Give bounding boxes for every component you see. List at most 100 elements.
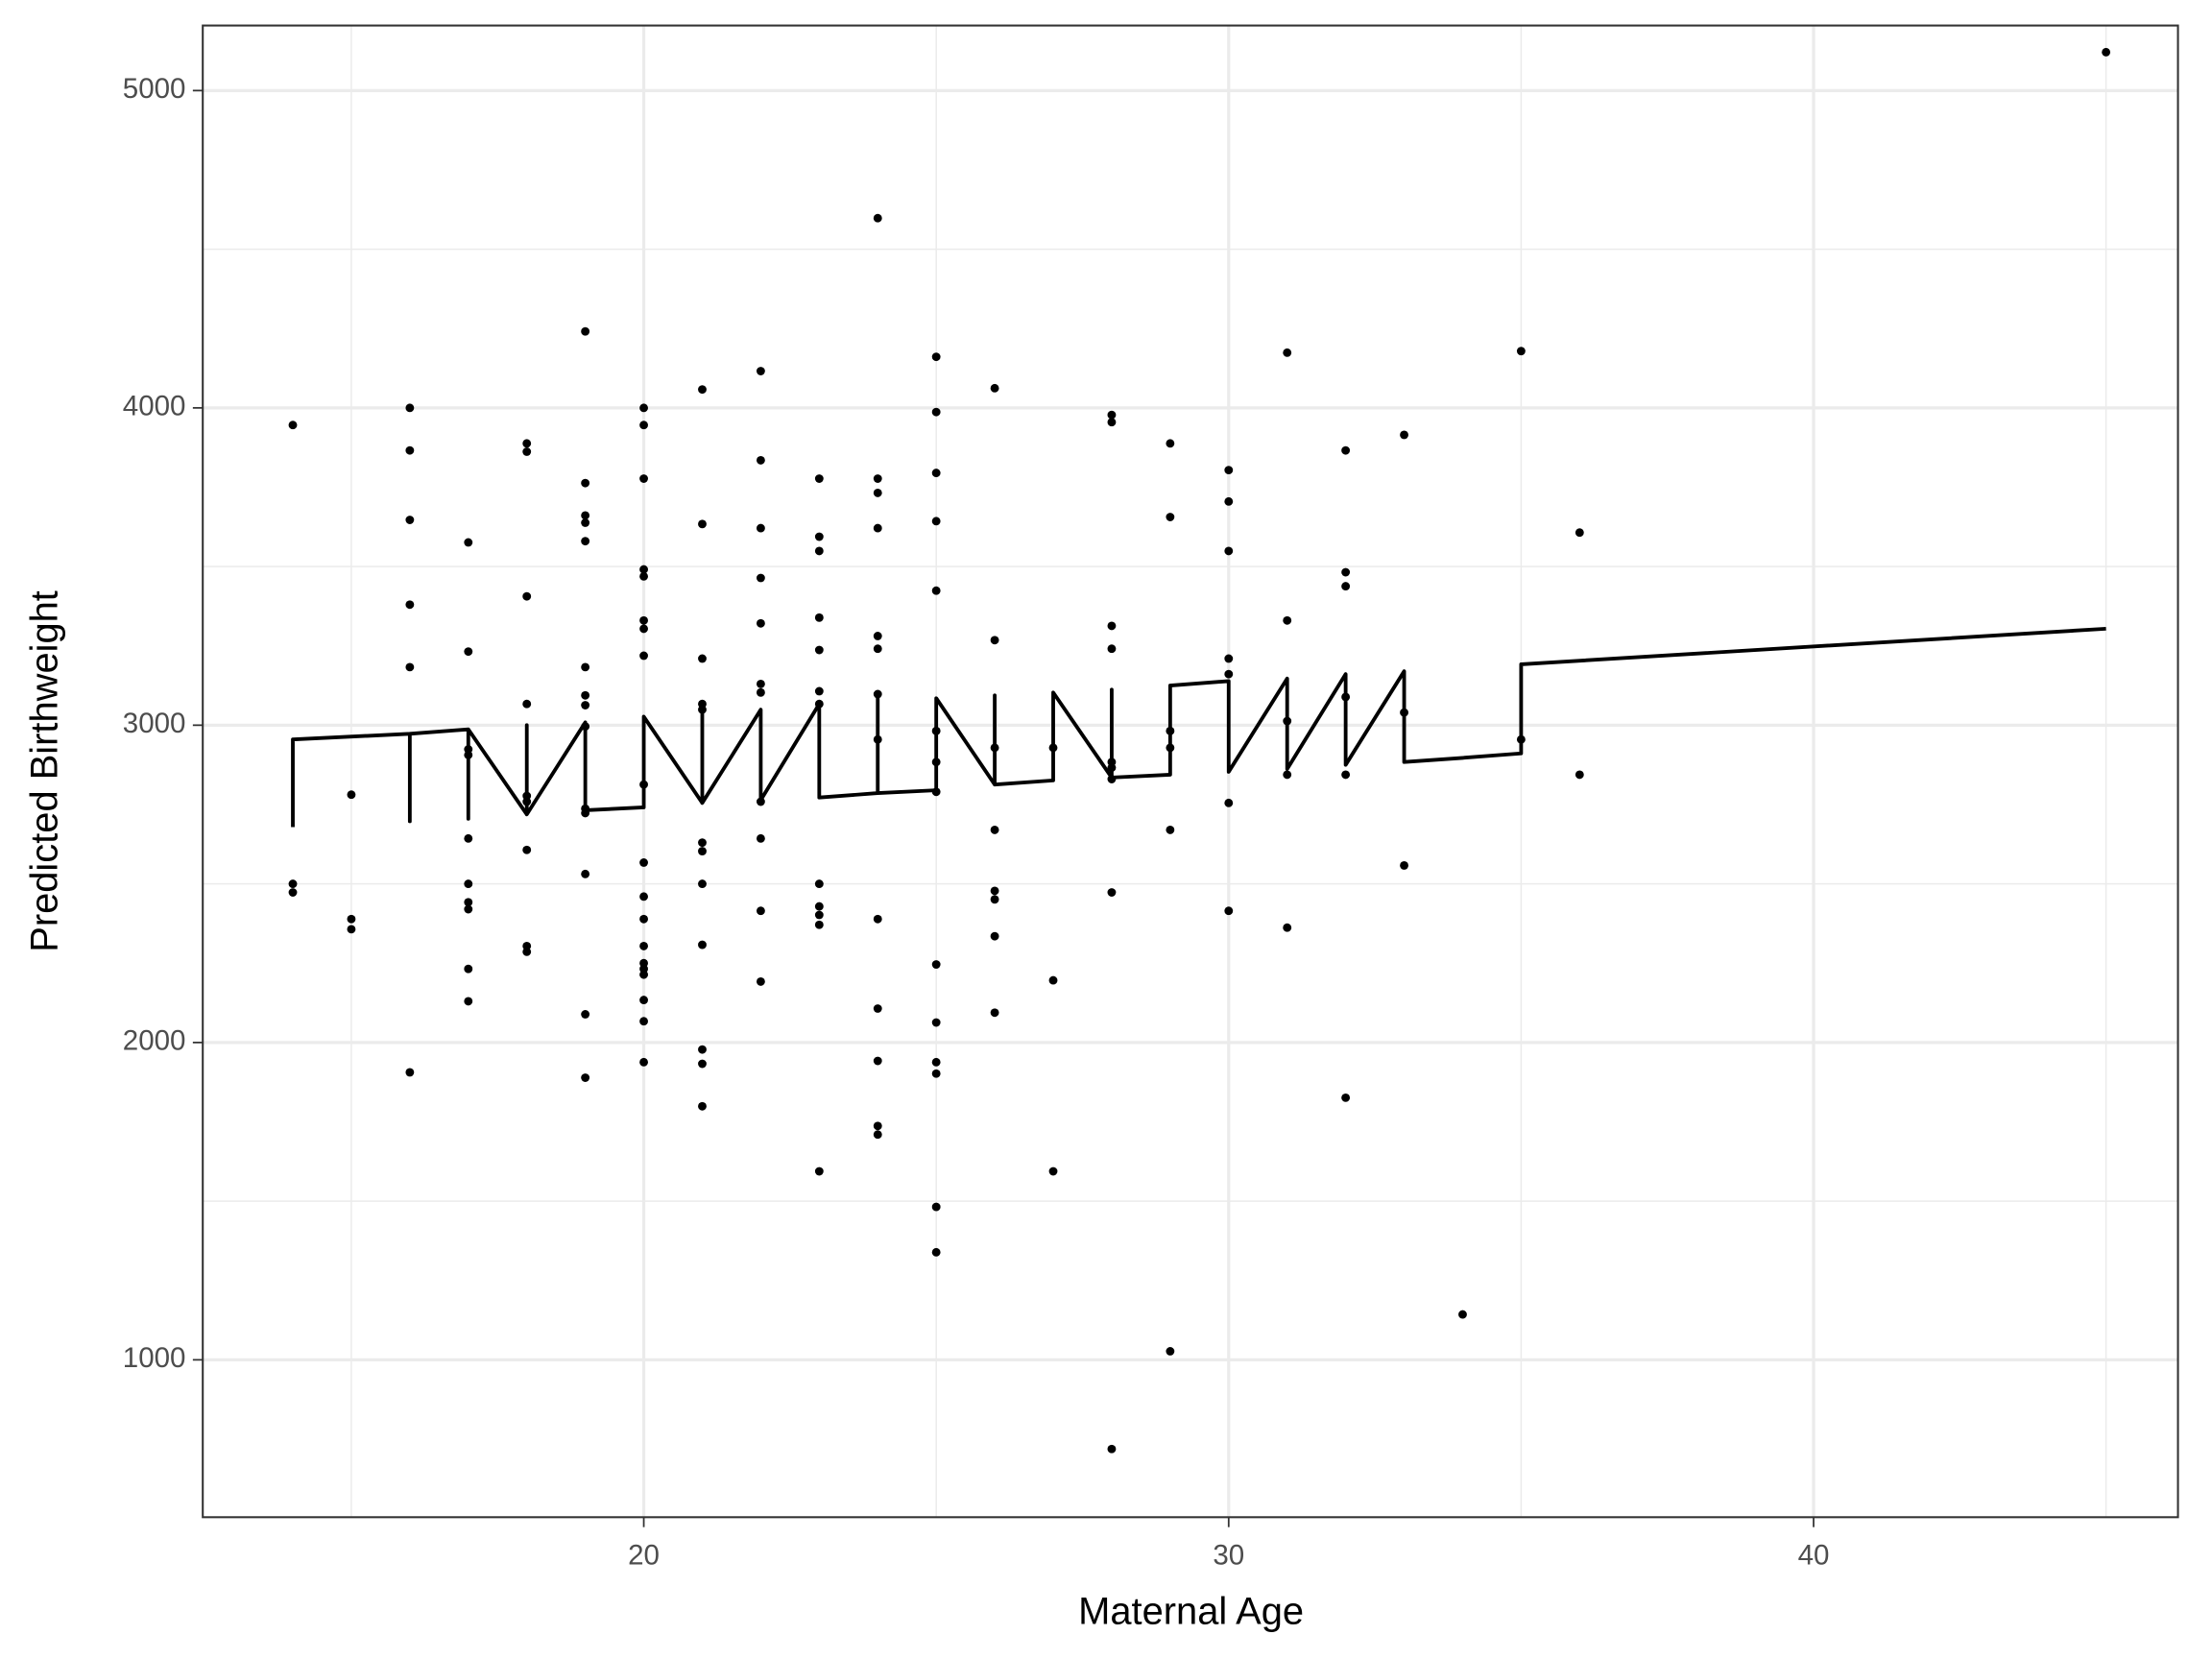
point [1224,654,1234,663]
point [639,474,648,483]
point [1400,430,1408,440]
point [639,651,648,661]
point [873,488,882,497]
x-tick-label: 30 [1213,1539,1244,1571]
point [1166,825,1175,834]
point [581,690,590,700]
point [931,1069,941,1078]
point [1107,410,1117,420]
point [1575,528,1584,538]
point [990,895,999,904]
point [288,888,298,897]
y-tick-label: 1000 [123,1342,186,1374]
point [405,516,415,524]
point [581,662,590,672]
point [931,352,941,362]
point [522,447,532,456]
point [756,906,765,916]
point [639,421,648,430]
point [639,403,648,413]
point [698,654,707,663]
point [464,833,473,843]
point [873,474,882,483]
y-tick-label: 2000 [123,1025,186,1057]
point [1224,669,1234,679]
point [990,1008,999,1018]
point [405,1068,415,1077]
point [1283,923,1292,932]
point [1166,513,1175,521]
point [814,546,824,556]
point [698,1059,707,1069]
point [814,474,824,483]
point [464,879,473,889]
point [639,1017,648,1026]
point [1224,496,1234,506]
point [990,825,999,834]
point [1283,770,1292,780]
point [2102,47,2111,57]
point [405,662,415,672]
point [873,1056,882,1066]
point [990,886,999,896]
point [756,573,765,583]
point [639,624,648,634]
point [1283,615,1292,625]
point [698,1101,707,1111]
point [931,1018,941,1027]
x-tick-label: 20 [628,1539,660,1571]
point [698,879,707,889]
point [1048,1166,1058,1176]
point [814,879,824,889]
point [931,1202,941,1212]
point [464,964,473,974]
y-tick-label: 3000 [123,708,186,739]
point [464,538,473,547]
point [1048,975,1058,985]
point [756,523,765,533]
point [639,565,648,574]
point [1107,621,1117,631]
point [347,790,356,800]
point [698,838,707,848]
point [873,632,882,640]
point [873,914,882,924]
point [756,455,765,465]
point [814,920,824,929]
y-tick-label: 4000 [123,391,186,422]
point [814,613,824,622]
point [873,644,882,654]
point [581,1010,590,1019]
point [1516,347,1526,356]
point [1107,644,1117,654]
point [1224,906,1234,916]
point [1400,861,1408,870]
point [756,687,765,697]
point [581,701,590,709]
point [756,367,765,375]
point [639,914,648,924]
point [814,902,824,911]
point [639,615,648,625]
point [581,326,590,336]
point [990,383,999,393]
point [639,970,648,979]
point [581,1073,590,1082]
point [464,997,473,1006]
point [1341,567,1351,577]
point [931,517,941,526]
point [873,1121,882,1131]
point [931,1247,941,1257]
point [873,1130,882,1140]
y-axis-title: Predicted Birthweight [23,590,65,952]
point [1341,445,1351,455]
point [814,645,824,655]
point [639,1057,648,1067]
point [522,591,532,601]
point [756,618,765,628]
point [405,600,415,610]
point [814,1166,824,1176]
point [288,421,298,430]
